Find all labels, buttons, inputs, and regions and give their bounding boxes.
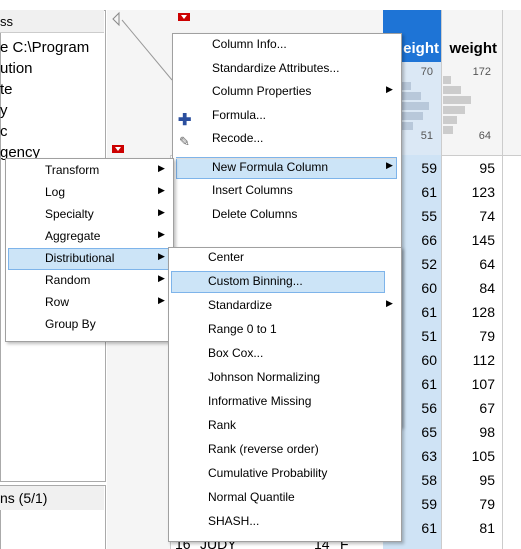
- cell: 61: [421, 520, 437, 536]
- histograms: [399, 76, 471, 134]
- submenu-arrow: ▶: [386, 159, 393, 170]
- menu-item[interactable]: Center: [208, 250, 245, 264]
- formula-icon: ✚: [178, 112, 192, 129]
- menu-item[interactable]: Johnson Normalizing: [208, 370, 321, 384]
- menu-item[interactable]: Rank: [208, 418, 237, 432]
- hist-label: 51: [420, 130, 433, 142]
- column-header[interactable]: weight: [449, 40, 498, 57]
- menu-item[interactable]: Random: [45, 273, 91, 287]
- tree-item: te: [0, 81, 13, 98]
- tree-item: e C:\Program: [0, 39, 90, 56]
- cell: 67: [479, 400, 495, 416]
- left-panel-header: [0, 10, 104, 33]
- cell: 58: [421, 472, 437, 488]
- cell: 52: [421, 256, 437, 272]
- menu-item[interactable]: Informative Missing: [208, 394, 312, 408]
- separator: [176, 158, 396, 159]
- submenu-arrow: ▶: [158, 185, 165, 195]
- cell: 59: [421, 160, 437, 176]
- cell: 95: [479, 160, 495, 176]
- col-border: [441, 10, 442, 549]
- cell: 63: [421, 448, 437, 464]
- cell: F: [340, 536, 349, 549]
- cell: 74: [479, 208, 495, 224]
- hist-label: 70: [420, 66, 433, 78]
- menu-item[interactable]: Row: [45, 295, 70, 309]
- cell: 145: [471, 232, 495, 248]
- cell: 123: [471, 184, 495, 200]
- cell: 60: [421, 352, 437, 368]
- panel-footer: ns (5/1): [0, 490, 48, 506]
- menu-item[interactable]: Insert Columns: [212, 183, 293, 197]
- cell: 61: [421, 376, 437, 392]
- menu-item[interactable]: Distributional: [45, 251, 115, 265]
- menu-highlight: [176, 156, 397, 179]
- grid-decor: [112, 11, 190, 153]
- menu-item[interactable]: Standardize Attributes...: [212, 60, 340, 75]
- menu-item[interactable]: Column Info...: [212, 37, 287, 51]
- cell: 84: [479, 280, 495, 296]
- cell: 107: [471, 376, 495, 392]
- menu-item[interactable]: Formula...: [212, 107, 267, 122]
- cell: 112: [472, 352, 495, 368]
- menu-item[interactable]: Rank (reverse order): [208, 442, 319, 456]
- submenu-arrow: ▶: [386, 298, 393, 308]
- submenu-arrow: ▶: [158, 163, 165, 173]
- left-footer-bar: [0, 486, 104, 510]
- menu-item[interactable]: Specialty: [45, 207, 94, 221]
- cell: 59: [421, 496, 437, 512]
- tree-item: gency: [0, 144, 41, 161]
- menu-item[interactable]: Aggregate: [45, 229, 101, 243]
- menu-item[interactable]: Group By: [45, 317, 96, 331]
- cell: 79: [479, 328, 495, 344]
- tree-item: c: [0, 123, 8, 140]
- submenu-arrow: ▶: [158, 229, 165, 239]
- menu-item[interactable]: SHASH...: [208, 514, 260, 528]
- menu-item[interactable]: Custom Binning...: [208, 274, 303, 288]
- cell: 55: [421, 208, 437, 224]
- col-border: [502, 10, 503, 549]
- tree-item: y: [0, 102, 8, 119]
- menu-item[interactable]: Recode...: [212, 131, 264, 145]
- menu-item[interactable]: Column Properties: [212, 84, 312, 98]
- cell: 61: [421, 304, 437, 320]
- cell: 128: [471, 304, 495, 320]
- cell: 56: [421, 400, 437, 416]
- submenu-arrow: ▶: [158, 273, 165, 283]
- cell: 79: [479, 496, 495, 512]
- menu-item[interactable]: New Formula Column: [212, 159, 329, 174]
- column-header[interactable]: eight: [403, 40, 439, 57]
- hist-label: 172: [472, 66, 491, 78]
- cell: 65: [421, 424, 437, 440]
- cell: 81: [479, 520, 495, 536]
- cell: 66: [421, 232, 437, 248]
- cell: 60: [421, 280, 437, 296]
- cell: 51: [421, 328, 437, 344]
- menu-item[interactable]: Range 0 to 1: [208, 322, 277, 336]
- cell: 98: [479, 424, 495, 440]
- context-menu: [168, 247, 402, 542]
- tree-item: ution: [0, 60, 33, 77]
- submenu-arrow: ▶: [158, 207, 165, 217]
- menu-item[interactable]: Delete Columns: [212, 206, 298, 221]
- cell: 64: [479, 256, 495, 272]
- cell: 95: [479, 472, 495, 488]
- submenu-arrow: ▶: [386, 84, 393, 94]
- menu-item[interactable]: Transform: [45, 163, 100, 177]
- submenu-arrow: ▶: [158, 251, 165, 261]
- cell: 61: [421, 184, 437, 200]
- submenu-arrow: ▶: [158, 295, 165, 305]
- menu-item[interactable]: Standardize: [208, 298, 273, 312]
- menu-item[interactable]: Log: [45, 185, 66, 199]
- cell: 105: [471, 448, 495, 464]
- menu-item[interactable]: Normal Quantile: [208, 490, 295, 504]
- panel-title: ss: [0, 14, 13, 29]
- hist-label: 64: [478, 130, 491, 142]
- menu-highlight: [171, 271, 385, 293]
- recode-icon: ✎: [179, 134, 190, 149]
- menu-item[interactable]: Cumulative Probability: [208, 466, 328, 480]
- menu-item[interactable]: Box Cox...: [208, 346, 264, 360]
